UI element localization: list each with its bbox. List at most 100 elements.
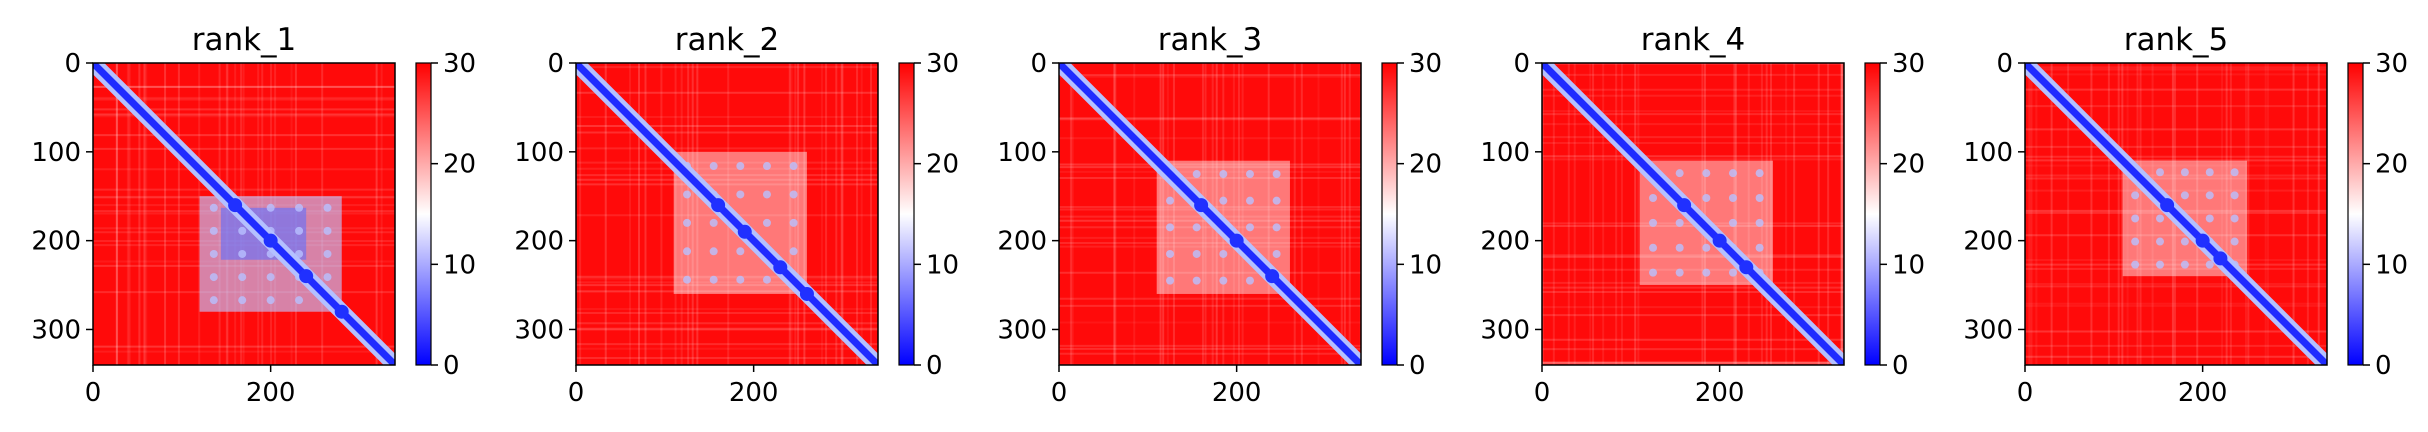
x-tick-label: 0 bbox=[2017, 378, 2034, 408]
contact-dot bbox=[1702, 268, 1711, 277]
y-tick-label: 200 bbox=[1963, 227, 2013, 257]
contact-dot bbox=[762, 162, 771, 171]
contact-dot bbox=[1166, 249, 1175, 258]
colorbar bbox=[1381, 62, 1398, 366]
contact-dot bbox=[709, 247, 718, 256]
heatmap-panel-4: rank_4 0 100 200 300 0 200 0 10 20 30 bbox=[1480, 22, 1925, 408]
contact-dot bbox=[2230, 237, 2239, 246]
contact-dot bbox=[323, 273, 332, 282]
contact-dot bbox=[1702, 194, 1711, 203]
contact-dot bbox=[323, 203, 332, 212]
colorbar-tick-label: 10 bbox=[443, 250, 476, 280]
x-tick-label: 0 bbox=[1051, 378, 1068, 408]
colorbar bbox=[898, 62, 915, 366]
contact-dot bbox=[295, 296, 304, 305]
contact-dot bbox=[789, 247, 798, 256]
contact-spot bbox=[711, 198, 726, 213]
axes-frame bbox=[575, 62, 879, 366]
contact-dot bbox=[1272, 223, 1281, 232]
contact-dot bbox=[1728, 194, 1737, 203]
contact-dot bbox=[1755, 194, 1764, 203]
heatmap-panel-2: rank_2 0 100 200 300 0 200 0 10 20 30 bbox=[514, 22, 959, 408]
contact-dot bbox=[266, 273, 275, 282]
y-tick-label: 100 bbox=[514, 138, 564, 168]
contact-spot bbox=[2195, 233, 2210, 248]
axes-frame bbox=[92, 62, 396, 366]
contact-spot bbox=[263, 233, 278, 248]
contact-spot bbox=[773, 260, 788, 275]
contact-dot bbox=[1219, 196, 1228, 205]
contact-dot bbox=[762, 218, 771, 227]
contact-dot bbox=[683, 247, 692, 256]
y-tick-label: 100 bbox=[31, 138, 81, 168]
contact-dot bbox=[1192, 170, 1201, 179]
x-tick-label: 200 bbox=[2178, 378, 2228, 408]
contact-dot bbox=[323, 226, 332, 235]
contact-dot bbox=[736, 247, 745, 256]
contact-dot bbox=[1192, 249, 1201, 258]
y-tick-label: 0 bbox=[547, 49, 564, 79]
contact-dot bbox=[762, 275, 771, 284]
contact-dot bbox=[209, 249, 218, 258]
colorbar-tick-label: 30 bbox=[926, 49, 959, 79]
contact-dot bbox=[2180, 237, 2189, 246]
contact-dot bbox=[1702, 169, 1711, 178]
contact-dot bbox=[1675, 169, 1684, 178]
diagonal-band bbox=[1059, 63, 1361, 365]
contact-dot bbox=[1192, 223, 1201, 232]
contact-dot bbox=[238, 226, 247, 235]
contact-dot bbox=[1245, 223, 1254, 232]
contact-spot bbox=[1265, 269, 1280, 284]
y-tick-label: 300 bbox=[514, 315, 564, 345]
contact-dot bbox=[2205, 191, 2214, 200]
contact-dot bbox=[1649, 268, 1658, 277]
contact-dot bbox=[266, 296, 275, 305]
x-tick-label: 0 bbox=[85, 378, 102, 408]
y-tick-label: 0 bbox=[1996, 49, 2013, 79]
contact-dot bbox=[2156, 237, 2165, 246]
y-tick-label: 0 bbox=[1030, 49, 1047, 79]
contact-dot bbox=[238, 249, 247, 258]
contact-dot bbox=[1272, 249, 1281, 258]
contact-dot bbox=[238, 273, 247, 282]
contact-dot bbox=[2131, 214, 2140, 223]
contact-spot bbox=[228, 198, 243, 213]
y-tick-label: 0 bbox=[1513, 49, 1530, 79]
colorbar-tick-label: 10 bbox=[926, 250, 959, 280]
contact-dot bbox=[2131, 237, 2140, 246]
heatmap-panel-3: rank_3 0 100 200 300 0 200 0 10 20 30 bbox=[997, 22, 1442, 408]
contact-dot bbox=[736, 162, 745, 171]
contact-dot bbox=[2131, 191, 2140, 200]
x-tick-label: 0 bbox=[568, 378, 585, 408]
contact-dot bbox=[2131, 260, 2140, 269]
contact-dot bbox=[1755, 243, 1764, 252]
contact-dot bbox=[709, 275, 718, 284]
contact-dot bbox=[2230, 168, 2239, 177]
contact-dot bbox=[1272, 170, 1281, 179]
contact-dot bbox=[209, 273, 218, 282]
contact-dot bbox=[1649, 218, 1658, 227]
y-tick-label: 200 bbox=[514, 227, 564, 257]
contact-dot bbox=[209, 203, 218, 212]
contact-dot bbox=[1728, 169, 1737, 178]
heatmap-panel-5: rank_5 0 100 200 300 0 200 0 10 20 30 bbox=[1963, 22, 2408, 408]
contact-dot bbox=[2230, 214, 2239, 223]
contact-dot bbox=[2180, 260, 2189, 269]
y-tick-label: 100 bbox=[1963, 138, 2013, 168]
contact-spot bbox=[334, 304, 349, 319]
chart-title: rank_1 bbox=[192, 22, 297, 58]
heatmap-image bbox=[1542, 63, 1844, 365]
contact-dot bbox=[683, 275, 692, 284]
y-tick-label: 200 bbox=[1480, 227, 1530, 257]
colorbar-tick-label: 10 bbox=[2375, 250, 2408, 280]
colorbar-tick-label: 10 bbox=[1409, 250, 1442, 280]
contact-dot bbox=[1192, 276, 1201, 285]
x-tick-label: 200 bbox=[246, 378, 296, 408]
contact-dot bbox=[1219, 249, 1228, 258]
contact-spot bbox=[799, 286, 814, 301]
colorbar-tick-label: 0 bbox=[1892, 351, 1909, 381]
contact-dot bbox=[1728, 218, 1737, 227]
contact-dot bbox=[709, 218, 718, 227]
heatmap-image bbox=[1059, 63, 1361, 365]
